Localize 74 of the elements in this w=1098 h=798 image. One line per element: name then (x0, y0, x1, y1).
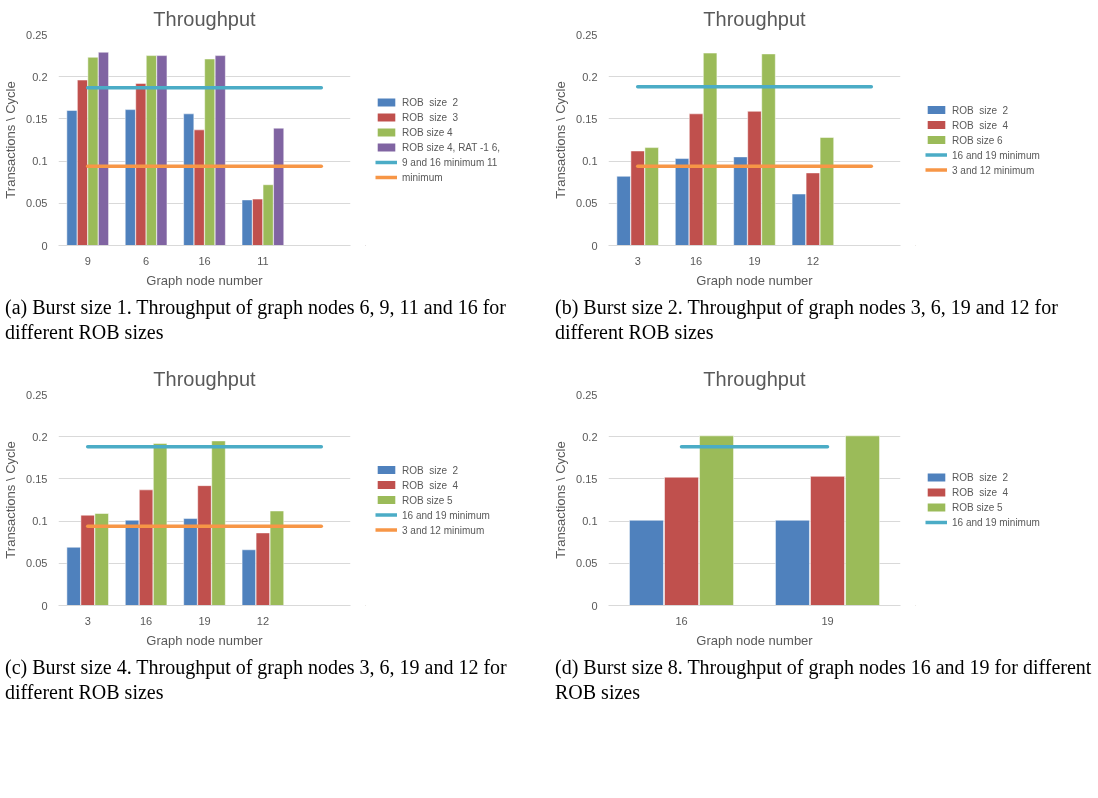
y-tick-label: 0.05 (576, 197, 598, 210)
y-tick-label: 0.25 (576, 388, 598, 401)
y-tick-label: 0.15 (576, 472, 598, 485)
legend-label: 16 and 19 minimum (952, 149, 1040, 160)
x-tick-label: 19 (821, 614, 834, 627)
y-tick-label: 0.2 (582, 430, 598, 443)
x-tick-label: 19 (198, 614, 211, 627)
y-tick-label: 0.2 (582, 70, 598, 83)
y-tick-label: 0.1 (582, 515, 598, 528)
legend-label: 16 and 19 minimum (402, 509, 490, 520)
legend-label: ROB size 2 (952, 104, 1009, 115)
y-tick-label: 0.05 (26, 557, 48, 570)
x-tick-label: 19 (748, 254, 761, 267)
y-tick-label: 0.2 (32, 70, 48, 83)
y-tick-label: 0 (591, 599, 598, 612)
legend-label: ROB size 4 (952, 486, 1009, 498)
y-tick-label: 0 (41, 599, 48, 612)
legend-label: minimum (402, 171, 443, 183)
y-tick-label: 0.25 (576, 28, 598, 41)
legend-label: ROB size 5 (952, 501, 1003, 513)
y-tick-label: 0.25 (26, 28, 48, 41)
x-tick-label: 16 (139, 614, 153, 627)
y-tick-label: 0.05 (26, 197, 48, 210)
y-tick-label: 0.1 (32, 515, 48, 528)
legend-label: ROB size 5 (402, 494, 453, 505)
legend-label: ROB size 3 (402, 111, 459, 123)
legend-label: ROB size 4, RAT -1 6, (402, 141, 500, 153)
y-tick-label: 0.1 (582, 155, 598, 168)
y-tick-label: 0.15 (26, 472, 48, 485)
y-tick-label: 0.15 (26, 112, 48, 125)
x-tick-label: 3 (634, 254, 641, 267)
legend-label: ROB size 2 (402, 96, 459, 108)
chart-title: Throughput (703, 367, 807, 390)
x-tick-label: 12 (806, 254, 820, 267)
text: (b) Burst size 2. Throughput of graph nodes 3, 6, 19 and 12 for different ROB sizes (555, 295, 1059, 345)
x-tick-label: 12 (256, 614, 270, 627)
y-axis-title: Transactions \ Cycle (3, 441, 19, 559)
x-tick-label: 6 (143, 254, 150, 267)
legend-label: ROB size 6 (952, 134, 1003, 145)
legend-label: 3 and 12 minimum (402, 524, 485, 535)
chart-title: Throughput (153, 367, 257, 390)
x-axis-title: Graph node number (146, 632, 264, 648)
text: (d) Burst size 8. Throughput of graph nodes 16 and 19 for different ROB sizes (555, 655, 1093, 705)
chart-title: Throughput (703, 7, 807, 30)
x-tick-label: 3 (84, 614, 91, 627)
y-axis-title: Transactions \ Cycle (553, 441, 569, 559)
text: (c) Burst size 4. Throughput of graph nodes 3, 6, 19 and 12 for different ROB sizes (5, 655, 508, 705)
x-tick-label: 16 (689, 254, 703, 267)
legend-label: ROB size 2 (952, 471, 1009, 483)
legend-label: 3 and 12 minimum (952, 164, 1035, 175)
y-axis-title: Transactions \ Cycle (553, 81, 569, 199)
legend-label: ROB size 4 (402, 479, 459, 490)
x-tick-label: 9 (84, 254, 91, 267)
y-tick-label: 0.15 (576, 112, 598, 125)
y-tick-label: 0 (41, 239, 48, 252)
x-tick-label: 16 (675, 614, 688, 627)
x-tick-label: 16 (198, 254, 211, 267)
legend-label: 9 and 16 minimum 11 (402, 156, 498, 168)
legend-label: ROB size 2 (402, 464, 459, 475)
x-axis-title: Graph node number (146, 272, 264, 288)
x-axis-title: Graph node number (696, 632, 814, 648)
y-tick-label: 0.2 (32, 430, 48, 443)
y-tick-label: 0.1 (32, 155, 48, 168)
legend-label: 16 and 19 minimum (952, 516, 1040, 528)
y-tick-label: 0.05 (576, 557, 598, 570)
y-tick-label: 0.25 (26, 388, 48, 401)
chart-title: Throughput (153, 7, 257, 30)
x-tick-label: 11 (257, 254, 269, 267)
y-axis-title: Transactions \ Cycle (3, 81, 19, 199)
legend-label: ROB size 4 (952, 119, 1009, 130)
text: (a) Burst size 1. Throughput of graph nodes 6, 9, 11 and 16 for different ROB sizes (5, 295, 507, 345)
y-tick-label: 0 (591, 239, 598, 252)
legend-label: ROB size 4 (402, 126, 453, 138)
x-axis-title: Graph node number (696, 272, 814, 288)
